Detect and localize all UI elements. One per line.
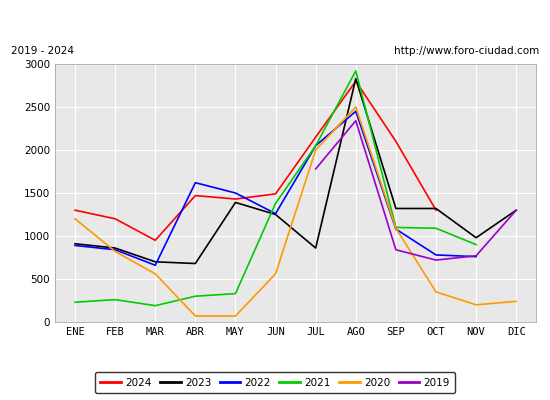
Legend: 2024, 2023, 2022, 2021, 2020, 2019: 2024, 2023, 2022, 2021, 2020, 2019	[95, 372, 455, 393]
Text: http://www.foro-ciudad.com: http://www.foro-ciudad.com	[394, 46, 539, 56]
Text: Evolucion Nº Turistas Nacionales en el municipio de Solosancho: Evolucion Nº Turistas Nacionales en el m…	[52, 14, 498, 28]
Text: 2019 - 2024: 2019 - 2024	[11, 46, 74, 56]
